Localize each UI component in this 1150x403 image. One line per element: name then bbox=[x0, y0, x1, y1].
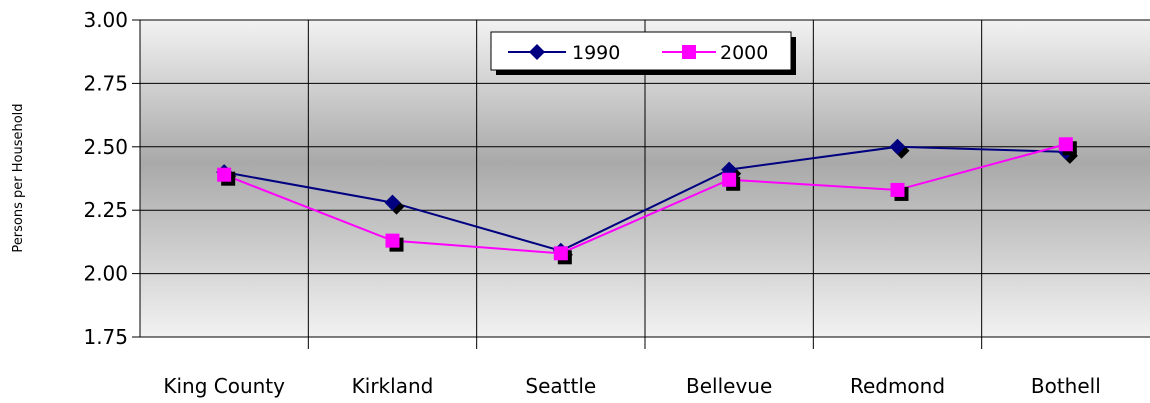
x-tick-label: Redmond bbox=[850, 374, 945, 398]
legend-1990-label: 1990 bbox=[572, 42, 620, 64]
x-tick-label: Seattle bbox=[525, 374, 596, 398]
series-layer bbox=[216, 137, 1078, 265]
x-tick-label: King County bbox=[163, 374, 285, 398]
series-line-1990 bbox=[223, 145, 1066, 252]
x-tick-label: Bothell bbox=[1031, 374, 1101, 398]
data-point-2000 bbox=[722, 172, 737, 187]
y-tick-label: 2.00 bbox=[83, 262, 128, 286]
legend: 1990 2000 bbox=[490, 31, 796, 75]
data-point-2000 bbox=[1058, 137, 1073, 152]
y-tick-label: 3.00 bbox=[83, 8, 128, 32]
series-2000 bbox=[217, 137, 1077, 265]
data-point-2000 bbox=[890, 182, 905, 197]
x-tick-label: Kirkland bbox=[352, 374, 434, 398]
legend-1990-marker bbox=[529, 44, 545, 60]
series-line-2000 bbox=[223, 143, 1067, 255]
y-tick-label: 2.25 bbox=[83, 198, 128, 222]
data-point-2000 bbox=[553, 246, 568, 261]
data-point-1990 bbox=[384, 194, 401, 211]
y-tick-label: 1.75 bbox=[83, 325, 128, 349]
data-point-1990 bbox=[889, 138, 906, 155]
data-point-2000 bbox=[385, 233, 400, 248]
y-axis-label: Persons per Household bbox=[11, 103, 26, 252]
y-axis-ticks: 3.00 2.75 2.50 2.25 2.00 1.75 bbox=[83, 8, 140, 349]
x-axis-ticks: King County Kirkland Seattle Bellevue Redmon… bbox=[163, 374, 1100, 398]
legend-2000-label: 2000 bbox=[720, 42, 768, 64]
x-tick-label: Bellevue bbox=[686, 374, 772, 398]
legend-2000-marker bbox=[682, 45, 696, 59]
y-tick-label: 2.75 bbox=[83, 71, 128, 95]
y-tick-label: 2.50 bbox=[83, 135, 128, 159]
data-point-2000 bbox=[217, 167, 232, 182]
